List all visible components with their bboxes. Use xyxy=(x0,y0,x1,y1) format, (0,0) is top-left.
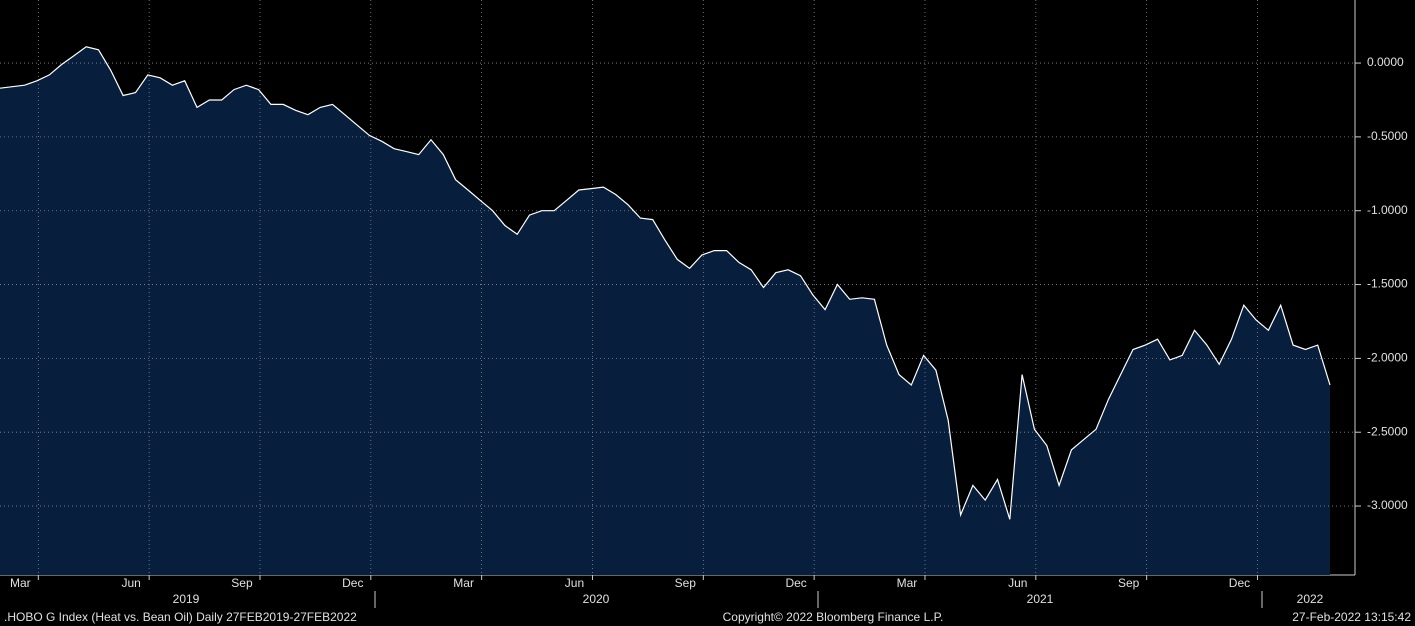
y-tick-label: -1.0000 xyxy=(1367,203,1408,217)
x-tick-label: Jun xyxy=(565,576,584,590)
x-tick-label: Mar xyxy=(453,576,474,590)
area xyxy=(0,46,1330,576)
y-tick-label: -2.5000 xyxy=(1367,424,1408,438)
x-tick-label: Mar xyxy=(897,576,918,590)
line xyxy=(0,46,1331,520)
footer-right: 27-Feb-2022 13:15:42 xyxy=(1292,610,1411,624)
footer-center: Copyright© 2022 Bloomberg Finance L.P. xyxy=(723,610,944,624)
x-tick-label: Sep xyxy=(1118,576,1140,590)
year-label: 2019 xyxy=(173,592,200,606)
footer-left: .HOBO G Index (Heat vs. Bean Oil) Daily … xyxy=(4,610,357,624)
y-tick-label: -2.0000 xyxy=(1367,351,1408,365)
x-tick-label: Sep xyxy=(231,576,253,590)
x-tick-label: Sep xyxy=(675,576,697,590)
y-tick-label: 0.0000 xyxy=(1367,55,1404,69)
y-tick-label: -1.5000 xyxy=(1367,277,1408,291)
x-tick-label: Jun xyxy=(121,576,140,590)
year-label: 2020 xyxy=(583,592,610,606)
x-tick-label: Mar xyxy=(10,576,31,590)
y-tick-label: -3.0000 xyxy=(1367,498,1408,512)
year-label: 2021 xyxy=(1027,592,1054,606)
x-tick-label: Dec xyxy=(785,576,806,590)
x-tick-label: Dec xyxy=(1229,576,1250,590)
x-tick-label: Dec xyxy=(342,576,363,590)
y-tick-label: -0.5000 xyxy=(1367,129,1408,143)
x-tick-label: Jun xyxy=(1008,576,1027,590)
year-label: 2022 xyxy=(1297,592,1324,606)
